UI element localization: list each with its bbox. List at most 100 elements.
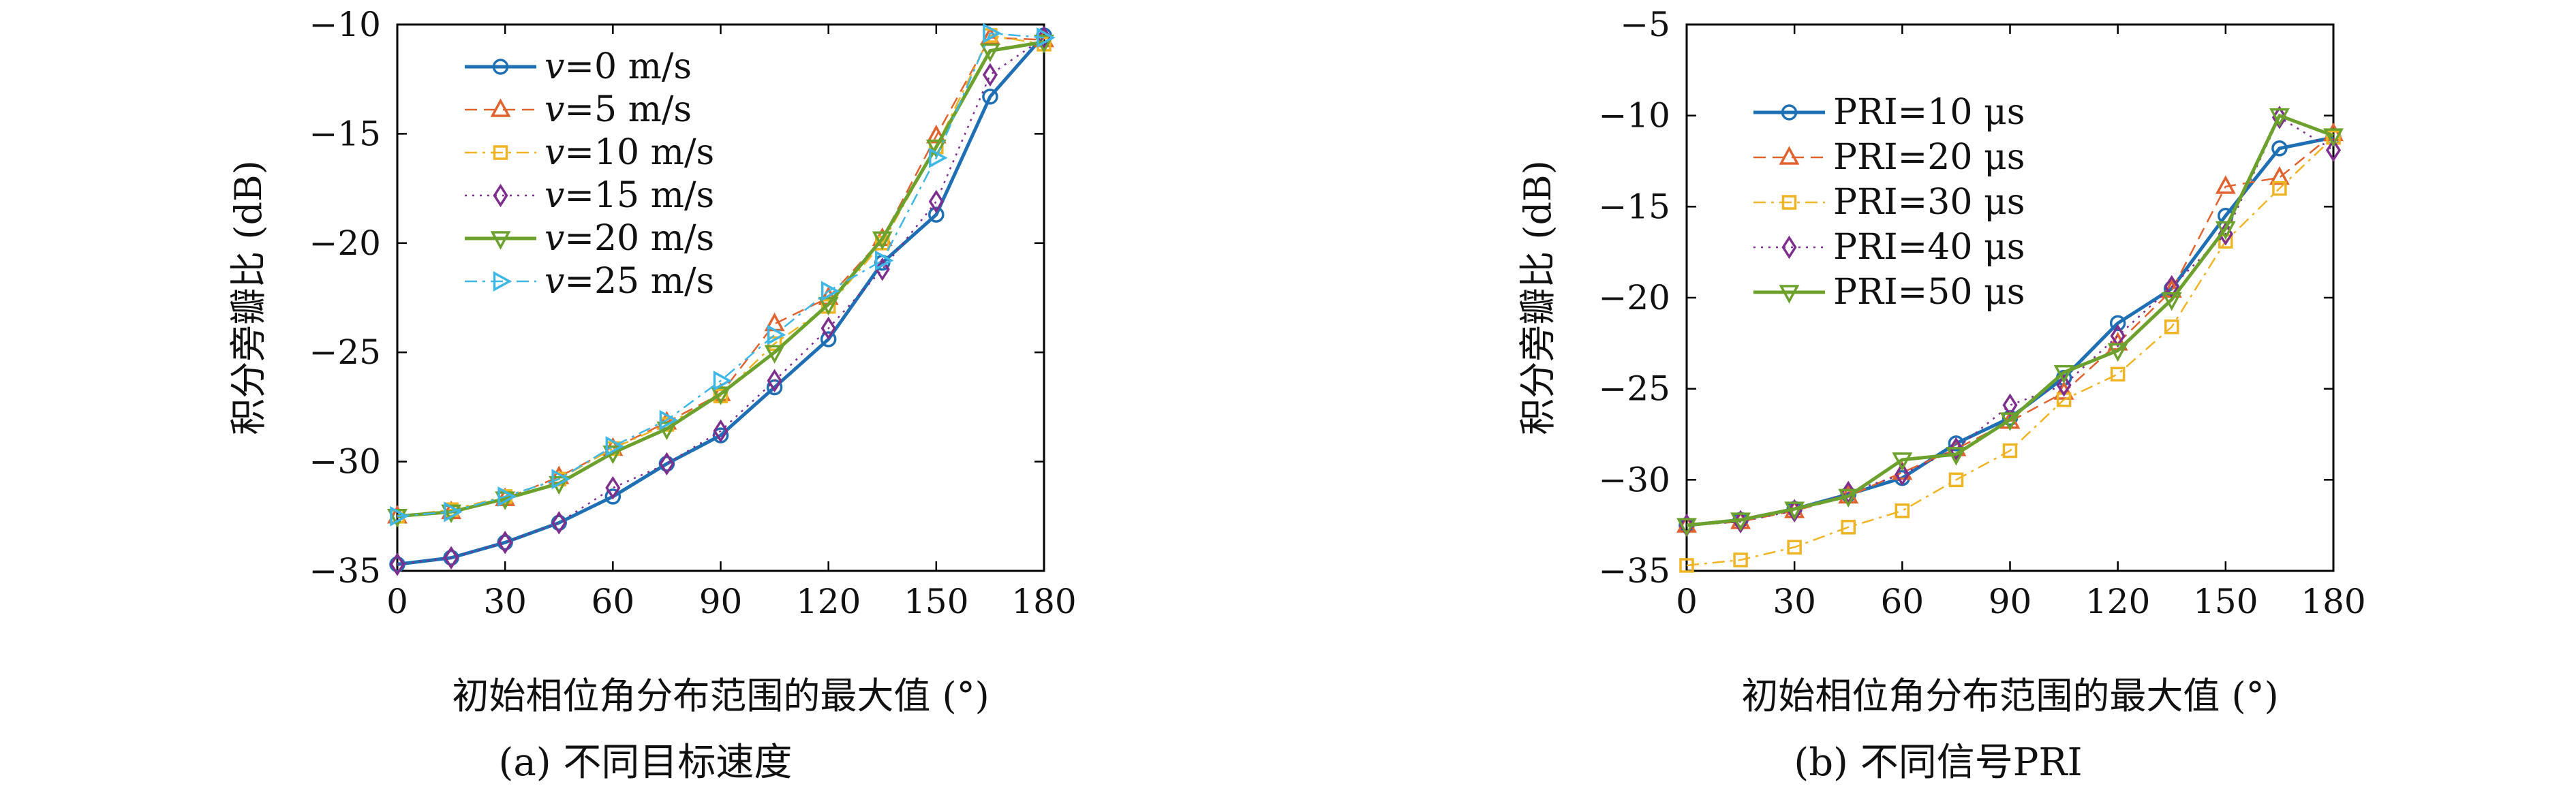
data-point xyxy=(1948,435,1965,452)
data-point xyxy=(767,369,782,393)
data-point xyxy=(444,546,459,570)
x-tick-label: 30 xyxy=(1773,582,1816,621)
x-tick-label: 90 xyxy=(699,582,743,621)
data-point xyxy=(2215,221,2236,240)
data-point xyxy=(1037,27,1056,48)
series-4 xyxy=(1676,108,2344,537)
x-tick-label: 180 xyxy=(1011,582,1076,621)
legend-marker xyxy=(493,145,508,160)
data-point xyxy=(875,250,894,271)
legend-marker xyxy=(1779,285,1800,304)
data-point xyxy=(820,331,837,347)
y-tick-label: −5 xyxy=(1620,5,1670,44)
legend-marker xyxy=(493,271,512,292)
legend-label-var: v xyxy=(545,261,564,302)
data-point xyxy=(604,488,622,505)
legend-label-var: v xyxy=(545,132,564,173)
data-point xyxy=(1948,472,1964,488)
series-line xyxy=(397,37,1045,565)
legend-label-var: v xyxy=(545,175,564,216)
data-point xyxy=(764,345,785,364)
series-line xyxy=(1686,133,2334,527)
x-axis-label: 初始相位角分布范围的最大值 (°) xyxy=(452,674,989,717)
y-tick-label: −10 xyxy=(1598,96,1670,136)
data-point xyxy=(979,43,1000,63)
x-tick-label: 0 xyxy=(386,582,408,621)
x-tick-label: 120 xyxy=(796,582,861,621)
data-point xyxy=(2107,343,2128,362)
series-line xyxy=(1686,114,2334,527)
x-tick-label: 150 xyxy=(2193,582,2258,621)
legend-label: PRI=30 μs xyxy=(1833,182,2025,223)
data-point xyxy=(767,324,786,345)
y-tick-label: −35 xyxy=(1598,551,1670,591)
data-point xyxy=(2325,138,2342,162)
data-point xyxy=(1676,518,1697,537)
legend-marker xyxy=(490,98,511,117)
data-point xyxy=(818,296,839,316)
y-tick-label: −25 xyxy=(309,332,381,372)
legend-marker xyxy=(490,231,511,250)
legend-marker xyxy=(1781,195,1797,210)
legend-label-text: PRI=40 μs xyxy=(1833,227,2025,268)
data-point xyxy=(1787,540,1802,555)
x-tick-label: 150 xyxy=(904,582,968,621)
data-point xyxy=(2271,140,2288,157)
data-point xyxy=(1895,463,1910,486)
data-point xyxy=(2269,108,2290,127)
x-tick-label: 60 xyxy=(592,582,635,621)
legend-label-text: =15 m/s xyxy=(564,175,714,216)
data-point xyxy=(1999,412,2021,431)
data-point xyxy=(1892,452,1913,471)
x-tick-label: 120 xyxy=(2085,582,2150,621)
y-axis-label: 积分旁瓣比 (dB) xyxy=(227,160,270,435)
y-tick-label: −15 xyxy=(309,114,381,153)
y-tick-label: −20 xyxy=(309,223,381,263)
legend-marker xyxy=(1779,146,1800,165)
data-point xyxy=(605,436,624,457)
series-line xyxy=(397,32,1045,518)
data-point xyxy=(1946,447,1967,466)
series-line xyxy=(397,40,1045,518)
series-5 xyxy=(390,22,1056,527)
legend-label-var: v xyxy=(545,89,564,130)
data-point xyxy=(2002,443,2018,458)
data-point xyxy=(2056,373,2072,397)
legend-label-text: PRI=20 μs xyxy=(1833,137,2025,178)
plot-frame xyxy=(396,23,1045,572)
series-1 xyxy=(387,26,1054,524)
legend-label-text: =20 m/s xyxy=(564,218,714,259)
data-point xyxy=(2053,364,2074,384)
x-tick-label: 60 xyxy=(1881,582,1925,621)
panel-caption: (b) 不同信号PRI xyxy=(1794,741,2082,785)
y-tick-label: −30 xyxy=(309,442,381,482)
series-line xyxy=(397,34,1045,566)
legend: v=0 m/sv=5 m/sv=10 m/sv=15 m/sv=20 m/sv=… xyxy=(465,46,714,302)
data-point xyxy=(872,231,893,251)
data-point xyxy=(1733,552,1748,567)
data-point xyxy=(497,531,513,555)
legend-label-var: v xyxy=(545,218,564,259)
y-tick-label: −35 xyxy=(309,551,381,591)
panel-a: 0 30 60 90 120 150 180 −35 −30 −25 −20 −15 −10 初始相位角分… xyxy=(227,5,1077,785)
data-point xyxy=(2164,275,2179,299)
data-point xyxy=(982,89,998,105)
legend-label-text: PRI=50 μs xyxy=(1833,272,2025,313)
data-point xyxy=(656,421,677,441)
series-line xyxy=(1686,136,2334,567)
panel-b: 0 30 60 90 120 150 180 −35 −30 −25 −20 −15 −10 −5 初始相位… xyxy=(1516,5,2366,785)
legend-label-text: PRI=30 μs xyxy=(1833,182,2025,223)
legend-label-text: PRI=10 μs xyxy=(1833,92,2025,133)
legend-marker xyxy=(492,59,509,75)
legend-marker xyxy=(1781,235,1797,260)
y-tick-label: −30 xyxy=(1598,460,1670,499)
data-point xyxy=(605,476,621,500)
legend-label-text: =25 m/s xyxy=(564,261,714,302)
data-point xyxy=(2271,106,2287,129)
data-point xyxy=(444,501,463,523)
data-point xyxy=(1679,558,1694,573)
x-tick-label: 180 xyxy=(2301,582,2365,621)
y-tick-label: −10 xyxy=(309,5,381,44)
data-point xyxy=(2164,319,2179,334)
